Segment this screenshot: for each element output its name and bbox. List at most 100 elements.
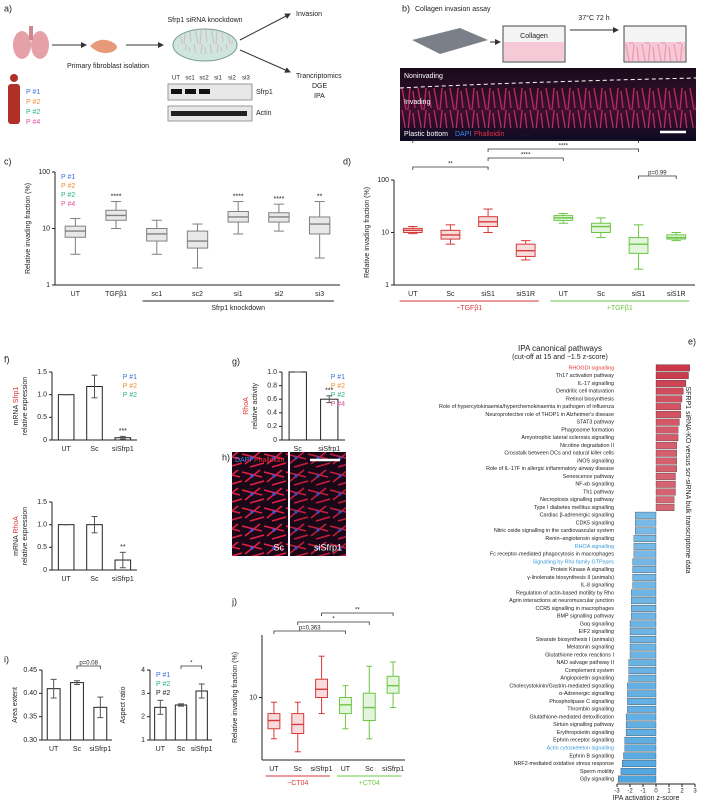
lane-label: si2 — [228, 76, 236, 82]
y-tick-label: 2 — [141, 714, 145, 721]
significance: ** — [120, 544, 126, 551]
bar — [633, 550, 657, 558]
category-label: Nitric oxide signalling in the cardiovas… — [494, 528, 615, 534]
y-axis-label: Relative invading fraction (%) — [232, 652, 239, 743]
box — [186, 230, 209, 249]
lane-label: si3 — [242, 76, 250, 82]
x-tick-label: siS1R — [516, 291, 535, 298]
bracket — [180, 665, 203, 669]
x-tick-label: Sc — [177, 746, 186, 753]
category-label: BMP signalling pathway — [557, 614, 614, 620]
group-label: −TGFβ1 — [456, 305, 482, 312]
significance: **** — [111, 193, 122, 200]
x-tick-label: UT — [269, 766, 279, 773]
fibroblast — [90, 39, 117, 54]
panel-label: i) — [4, 654, 9, 664]
bar — [288, 371, 307, 441]
boundary — [399, 77, 697, 89]
x-tick-label: UT — [341, 766, 351, 773]
blot-band — [171, 89, 182, 94]
y-tick-label: 1.5 — [37, 369, 47, 376]
bracket-label: p=0.08 — [79, 661, 98, 667]
category-label: STAT3 pathway — [576, 420, 614, 426]
category-label: Role of IL-17F in allergic inflammatory … — [486, 466, 614, 472]
y-axis-label: Relative invading fraction (%) — [364, 187, 371, 278]
step-title: Sfrp1 siRNA knockdown — [167, 17, 242, 24]
micrograph-cells — [290, 452, 346, 556]
bar — [622, 760, 657, 768]
legend-entry: P #2 — [61, 192, 75, 199]
x-tick-label: UT — [156, 746, 166, 753]
category-label: Erythropoietin signalling — [557, 730, 614, 736]
x-tick-label: siSfrp1 — [112, 576, 134, 583]
bar — [627, 705, 657, 713]
panel-label: f) — [4, 354, 10, 364]
chart-title: IPA canonical pathways — [518, 344, 602, 353]
x-tick-label: -3 — [614, 789, 620, 795]
category-label: EIF2 signalling — [579, 629, 614, 635]
y-axis-label-part: mRNA — [13, 403, 20, 425]
category-label: Th17 activation pathway — [556, 373, 614, 379]
bar — [655, 465, 677, 473]
category-label: Renin–angiotensin signalling — [545, 536, 614, 542]
category-label: Sperm motility — [580, 769, 614, 775]
category-label: Regulation of actin-based motility by Rh… — [516, 590, 614, 596]
arrow — [239, 49, 291, 73]
bar — [635, 527, 657, 535]
bar — [655, 372, 689, 380]
y-axis-label: mRNA Sfrp1 — [13, 386, 20, 425]
y-tick-label: 10 — [42, 225, 50, 232]
bar — [629, 643, 657, 651]
bar — [632, 573, 657, 581]
bar — [655, 504, 675, 511]
bar — [632, 581, 657, 589]
bar — [625, 713, 657, 721]
category-label: Cholecystokinin/Gastrin-mediated signall… — [509, 683, 614, 689]
category-label: Sirtuin signalling pathway — [553, 722, 614, 728]
bar — [655, 473, 676, 480]
y-axis-label-part: Relative invading fraction (%) — [364, 187, 371, 278]
legend-entry: P #2 — [156, 681, 170, 688]
x-tick-label: siS1R — [667, 291, 686, 298]
box — [315, 678, 329, 698]
bar — [632, 566, 657, 574]
bar — [625, 721, 657, 729]
region-label: Noninvading — [404, 73, 443, 80]
legend-entry: P #2 — [331, 392, 345, 399]
outcome: Trancriptomics — [296, 73, 342, 80]
y-tick-label: 10 — [381, 229, 389, 236]
y-axis-label-part: Area extent — [12, 687, 19, 723]
blot-band — [171, 111, 247, 116]
box — [591, 222, 611, 233]
significance: ** — [317, 193, 323, 200]
bracket-label: * — [190, 661, 193, 667]
person-head — [10, 74, 18, 82]
x-tick-label: si1 — [234, 291, 243, 298]
bar — [655, 426, 679, 434]
band-label: Sfrp1 — [256, 89, 273, 96]
panel-label: a) — [4, 3, 12, 13]
arrow — [239, 13, 291, 41]
category-label: RHOA signalling — [575, 544, 614, 550]
x-tick-label: siS1 — [632, 291, 646, 298]
y-tick-label: 0.6 — [267, 396, 277, 403]
y-axis-label: Area extent — [12, 687, 19, 723]
panel-label: d) — [343, 156, 351, 166]
bar — [628, 674, 657, 682]
category-label: Senescence pathway — [563, 474, 615, 480]
category-label: IL-8 signalling — [581, 583, 614, 589]
y-axis-label-part: relative expression — [22, 507, 29, 565]
y-tick-label: 0.2 — [267, 423, 277, 430]
bar — [655, 434, 679, 442]
y-tick-label: 1.0 — [37, 392, 47, 399]
x-tick-label: si3 — [315, 291, 324, 298]
patient-label: P #4 — [26, 119, 40, 126]
legend-entry: P #2 — [156, 690, 170, 697]
bracket — [273, 630, 346, 634]
panel-label: e) — [688, 336, 696, 346]
stain-label: Phalloidin — [254, 457, 284, 464]
panel-label: j) — [231, 596, 237, 606]
significance: *** — [119, 428, 127, 435]
bar — [57, 524, 75, 571]
lane-label: sc2 — [199, 76, 209, 82]
